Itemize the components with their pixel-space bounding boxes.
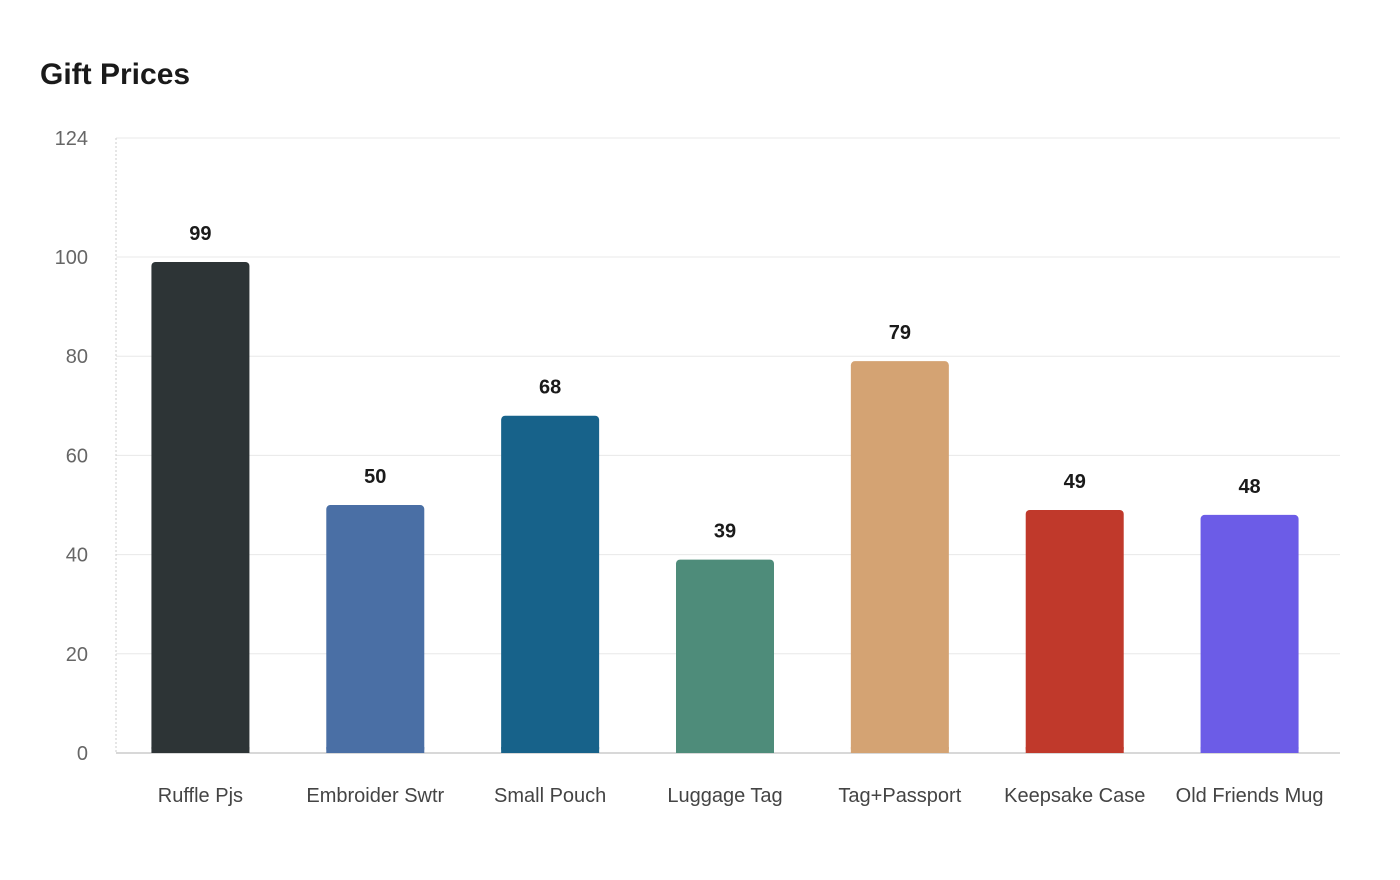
x-category-label: Old Friends Mug: [1176, 785, 1324, 807]
bar-value-label: 49: [1064, 471, 1086, 493]
bar-base: [850, 747, 949, 753]
bar-base: [1200, 747, 1299, 753]
bar: [850, 361, 949, 753]
bar-base: [1025, 747, 1124, 753]
bar-base: [151, 747, 250, 753]
bar: [326, 505, 425, 753]
labels: 0 20 40 60 80 100 124 99 Ruffle Pjs 50 Embroider S…: [55, 128, 1324, 807]
bar: [501, 415, 600, 753]
x-category-label: Embroider Swtr: [306, 785, 444, 807]
bar-base: [676, 747, 774, 753]
y-tick-label: 0: [77, 743, 88, 765]
x-category-label: Luggage Tag: [667, 785, 782, 807]
chart-title: Gift Prices: [40, 58, 191, 91]
bar-value-label: 79: [889, 322, 911, 344]
bar-base: [501, 747, 600, 753]
bar: [1200, 514, 1299, 753]
gridlines: [116, 137, 1340, 655]
bar: [1025, 509, 1124, 753]
bars: [151, 261, 1299, 753]
bar-base: [326, 747, 425, 753]
bar-value-label: 68: [539, 377, 561, 399]
y-tick-label: 100: [55, 247, 88, 269]
y-tick-label: 20: [66, 644, 88, 666]
y-tick-label: 124: [55, 128, 88, 150]
y-tick-label: 40: [66, 545, 88, 567]
bar-value-label: 50: [364, 466, 386, 488]
bar-value-label: 39: [714, 521, 736, 543]
x-category-label: Tag+Passport: [838, 785, 961, 807]
x-category-label: Small Pouch: [494, 785, 606, 807]
y-tick-label: 60: [66, 445, 88, 467]
bar-value-label: 48: [1238, 476, 1260, 498]
bar-value-label: 99: [189, 223, 211, 245]
bar: [676, 559, 774, 753]
bar: [151, 261, 250, 753]
x-category-label: Ruffle Pjs: [158, 785, 243, 807]
x-category-label: Keepsake Case: [1004, 785, 1145, 807]
y-tick-label: 80: [66, 346, 88, 368]
